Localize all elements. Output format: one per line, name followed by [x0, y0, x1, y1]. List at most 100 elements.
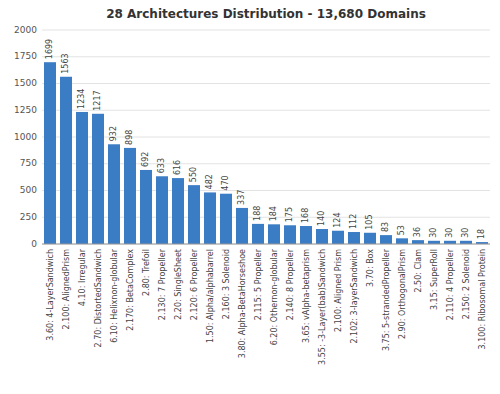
x-tick-label: 1.50: Alpha/alphabarrel — [206, 249, 215, 343]
data-label: 168 — [302, 208, 311, 223]
data-label: 1699 — [46, 39, 55, 59]
x-tick-label: 2.130: 7 Propeller — [158, 248, 167, 320]
bars — [44, 62, 488, 244]
x-tick-label: 2.50: Clam — [414, 249, 423, 293]
data-label: 470 — [222, 175, 231, 190]
data-label: 932 — [110, 126, 119, 141]
bar — [108, 144, 120, 244]
chart-container: 28 Architectures Distribution - 13,680 D… — [0, 0, 500, 394]
grid-line — [42, 110, 490, 111]
bar — [44, 62, 56, 244]
data-label: 124 — [334, 212, 343, 227]
chart-svg: 28 Architectures Distribution - 13,680 D… — [0, 0, 500, 394]
x-tick-label: 2.70: DistortedSandwich — [94, 249, 103, 347]
x-tick-label: 2.170: BetaComplex — [126, 249, 135, 331]
bar — [172, 178, 184, 244]
grid-line — [42, 30, 490, 31]
grid — [42, 30, 490, 244]
bar — [252, 224, 264, 244]
data-label: 184 — [270, 206, 279, 221]
x-tick-label: 3.65: vAlpha-betaprism — [302, 249, 311, 343]
x-tick-label: 2.150: 2 Solenoid — [462, 249, 471, 319]
data-label: 1217 — [94, 90, 103, 110]
data-label: 633 — [158, 158, 167, 173]
data-label: 337 — [238, 190, 247, 205]
x-tick-label: 2.160: 3 Solenoid — [222, 249, 231, 319]
y-tick-label: 1750 — [14, 51, 37, 61]
y-tick-label: 1250 — [14, 105, 37, 115]
data-label: 30 — [462, 228, 471, 238]
data-label: 36 — [414, 227, 423, 237]
y-tick-label: 500 — [20, 185, 37, 195]
x-tick-label: 2.80: Trefoil — [142, 249, 151, 296]
x-tick-label: 6.10: Helixnon-globular — [110, 248, 119, 343]
grid-line — [42, 56, 490, 57]
bar — [204, 192, 216, 244]
bar — [284, 225, 296, 244]
data-label: 18 — [478, 229, 487, 239]
bar — [140, 170, 152, 244]
title: 28 Architectures Distribution - 13,680 D… — [106, 7, 426, 21]
data-label: 188 — [254, 206, 263, 221]
x-tick-label: 2.20: SingleSheet — [174, 249, 183, 320]
grid-line — [42, 244, 490, 245]
grid-line — [42, 83, 490, 84]
data-label: 1234 — [78, 89, 87, 109]
bar — [124, 148, 136, 244]
bar — [412, 240, 424, 244]
x-tick-label: 3.60: 4-LayerSandwich — [46, 249, 55, 341]
x-tick-label: 3.55: -3-Layer(bab)Sandwich — [318, 249, 327, 365]
data-label: 1563 — [62, 53, 71, 73]
x-axis-line — [42, 244, 490, 245]
y-tick-label: 1000 — [14, 132, 37, 142]
x-tick-label: 2.102: 3-layerSandwich — [350, 249, 359, 344]
x-axis: 3.60: 4-LayerSandwich 2.100: AlignedPrism… — [42, 244, 490, 365]
bar — [76, 112, 88, 244]
data-labels: 1699 1563 1234 1217 932 898 692 633 616 550 482 470… — [46, 39, 487, 239]
x-tick-label: 3.80: Alpha-BetaHorseshoe — [238, 249, 247, 358]
y-tick-label: 2000 — [14, 25, 37, 35]
bar — [188, 185, 200, 244]
y-tick-label: 1500 — [14, 78, 37, 88]
data-label: 482 — [206, 174, 215, 189]
x-tick-label: 2.110: 4 Propeller — [446, 248, 455, 320]
data-label: 105 — [366, 214, 375, 229]
bar — [380, 235, 392, 244]
x-tick-label: 2.115: 5 Propeller — [254, 248, 263, 320]
y-tick-label: 0 — [31, 239, 37, 249]
x-tick-label: 3.100: Ribosomal Protein — [478, 249, 487, 349]
bar — [332, 231, 344, 244]
data-label: 898 — [126, 130, 135, 145]
data-label: 83 — [382, 222, 391, 232]
x-tick-label: 6.20: Othernon-globular — [270, 248, 279, 345]
bar — [348, 232, 360, 244]
data-label: 550 — [190, 167, 199, 182]
data-label: 175 — [286, 207, 295, 222]
bar — [236, 208, 248, 244]
x-tick-label: 4.10: Irregular — [78, 248, 87, 306]
bar — [220, 194, 232, 244]
x-tick-label: 3.75: 5-strandedPropeller — [382, 248, 391, 351]
bar — [396, 238, 408, 244]
bar — [156, 176, 168, 244]
data-label: 692 — [142, 152, 151, 167]
data-label: 112 — [350, 214, 359, 229]
bar — [92, 114, 104, 244]
y-tick-label: 750 — [20, 158, 37, 168]
y-axis: 0 250 500 750 1000 1250 1500 1750 2000 — [14, 25, 37, 249]
x-tick-label: 2.90: OrthogonalPrism — [398, 249, 407, 339]
data-label: 53 — [398, 225, 407, 235]
bar — [268, 224, 280, 244]
data-label: 616 — [174, 160, 183, 175]
x-tick-label: 3.70: Box — [366, 249, 375, 287]
x-tick-label: 2.100: Aligned Prism — [334, 249, 343, 332]
x-tick-label: 2.100: AlignedPrism — [62, 249, 71, 330]
data-label: 30 — [446, 228, 455, 238]
x-tick-label: 2.120: 6 Propeller — [190, 248, 199, 320]
x-tick-label: 3.15: SuperRoll — [430, 249, 439, 310]
bar — [316, 229, 328, 244]
y-tick-label: 250 — [20, 212, 37, 222]
data-label: 30 — [430, 228, 439, 238]
bar — [300, 226, 312, 244]
bar — [364, 233, 376, 244]
